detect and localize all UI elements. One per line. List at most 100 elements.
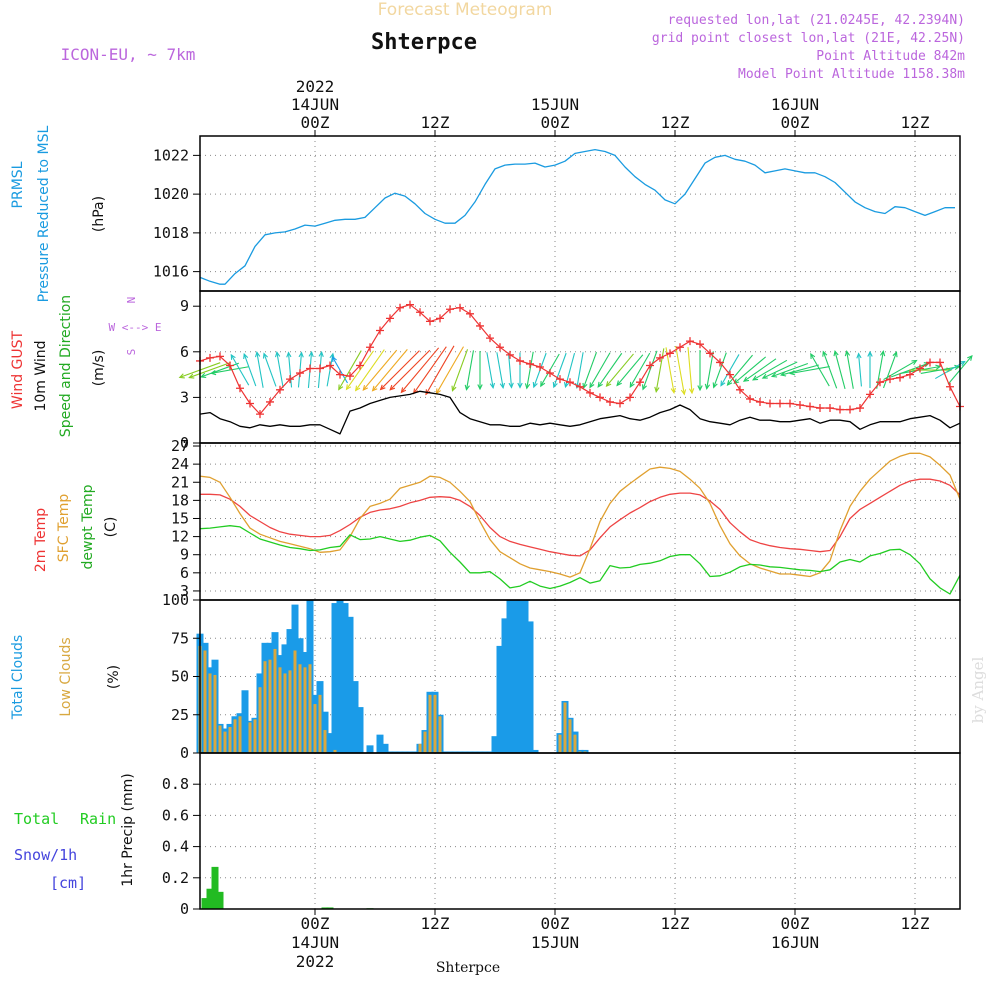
wind-arrow	[451, 349, 469, 391]
gust-marker	[706, 349, 714, 358]
gust-marker	[776, 399, 784, 408]
y-tick-label: 75	[171, 629, 189, 647]
pressure-labels: PRMSL Pressure Reduced to MSL (hPa)	[10, 125, 107, 302]
wind-arrowhead	[959, 360, 966, 367]
total-cloud-bar	[446, 751, 454, 753]
top-time-label: 12Z	[421, 113, 450, 132]
wind-arrow	[362, 349, 398, 391]
wind-arrow	[230, 354, 250, 386]
wind-arrowhead	[230, 353, 236, 360]
wind-arrowhead	[589, 382, 595, 389]
wind-arrowhead	[810, 352, 816, 360]
gust-marker	[386, 314, 394, 323]
data-layer	[178, 148, 973, 909]
wind-arrow	[413, 346, 447, 394]
wind-arrow	[597, 352, 623, 388]
wind-arrowhead	[582, 382, 588, 390]
dewpt-label: dewpt Temp	[80, 484, 96, 569]
total-cloud-bar	[396, 751, 404, 753]
wind-arrowhead	[338, 384, 344, 391]
total-cloud-bar	[481, 751, 489, 753]
wind-arrowhead	[329, 352, 335, 359]
low-clouds-label: Low Clouds	[58, 637, 74, 716]
gust-marker	[916, 364, 924, 373]
gust-marker	[866, 390, 874, 399]
total-cloud-bar	[386, 751, 394, 753]
low-cloud-bar	[268, 659, 272, 753]
wind-arrowhead	[867, 350, 873, 357]
bottom-time-label: 12Z	[901, 914, 930, 933]
wind-arrow	[762, 361, 798, 379]
wind-arrowhead	[262, 352, 268, 359]
wind-arrow	[727, 354, 753, 386]
bottom-time-label: 00Z	[301, 914, 330, 933]
wind-arrow	[276, 352, 284, 388]
gust-marker	[276, 385, 284, 394]
gust-marker	[796, 401, 804, 409]
sfc-temp-label: SFC Temp	[56, 494, 72, 563]
percent-label: (%)	[106, 665, 122, 689]
wind-arrowhead	[712, 382, 718, 389]
gust-marker	[846, 405, 854, 414]
wind-arrowhead	[188, 373, 195, 379]
gust-marker	[766, 399, 774, 408]
gust-marker	[856, 404, 864, 413]
wind-arrowhead	[389, 384, 396, 391]
wind-arrowhead	[856, 352, 862, 359]
total-cloud-bar	[411, 751, 419, 753]
low-cloud-bar	[253, 719, 257, 753]
model-altitude: Model Point Altitude 1158.38m	[738, 67, 965, 82]
y-tick-label: 9	[180, 297, 189, 315]
wind-arrowhead	[697, 385, 703, 392]
gust-marker	[466, 309, 474, 318]
y-tick-label: 25	[171, 706, 189, 724]
y-tick-label: 18	[171, 491, 189, 509]
low-cloud-bar	[433, 694, 437, 753]
low-cloud-bar	[333, 749, 337, 753]
panel-frames	[199, 135, 961, 910]
y-tick-label: 6	[180, 343, 189, 361]
gust-marker	[756, 397, 764, 406]
wind-arrowhead	[379, 384, 386, 391]
gust-marker	[336, 370, 344, 379]
gust-marker	[836, 405, 844, 414]
wind-arrowhead	[670, 387, 676, 394]
panel-frame-temperature	[199, 442, 961, 601]
low-cloud-bar	[573, 734, 577, 753]
wind-arrow	[706, 351, 714, 389]
wind-arrowhead	[616, 380, 622, 387]
gust-marker	[286, 375, 294, 384]
wind-arrow	[642, 350, 658, 390]
wind-arrowhead	[761, 373, 768, 379]
wind-arrowhead	[524, 383, 531, 390]
wind-arrow	[380, 350, 420, 390]
total-cloud-bar	[406, 751, 414, 753]
wind-arrowhead	[720, 380, 726, 387]
total-cloud-bar	[441, 751, 449, 753]
low-cloud-bar	[583, 751, 587, 753]
gust-marker	[326, 361, 334, 370]
y-tick-label: 6	[180, 564, 189, 582]
total-cloud-bar	[521, 600, 529, 753]
wind-arrow	[372, 349, 408, 392]
total-cloud-bar	[381, 743, 389, 753]
watermark: by Angel	[969, 656, 987, 723]
wind-arrowhead	[254, 351, 261, 358]
wind-arrowhead	[789, 370, 796, 376]
wind-arrowhead	[911, 359, 918, 366]
wind-arrowhead	[967, 354, 973, 361]
low-cloud-bar	[228, 726, 232, 753]
wind-arrow	[606, 353, 634, 387]
wind-arrow	[920, 366, 960, 374]
wind-arrow	[346, 350, 374, 390]
bottom-date-label: 15JUN	[531, 933, 579, 952]
wind-arrowhead	[822, 350, 828, 357]
low-cloud-bar	[258, 687, 262, 753]
gust-marker	[656, 353, 664, 362]
bottom-time-label: 12Z	[421, 914, 450, 933]
point-altitude: Point Altitude 842m	[816, 49, 965, 64]
speed-dir-label: Speed and Direction	[58, 295, 74, 437]
wind-arrowhead	[400, 387, 407, 394]
top-time-label: 12Z	[901, 113, 930, 132]
wind-arrowhead	[751, 375, 759, 381]
